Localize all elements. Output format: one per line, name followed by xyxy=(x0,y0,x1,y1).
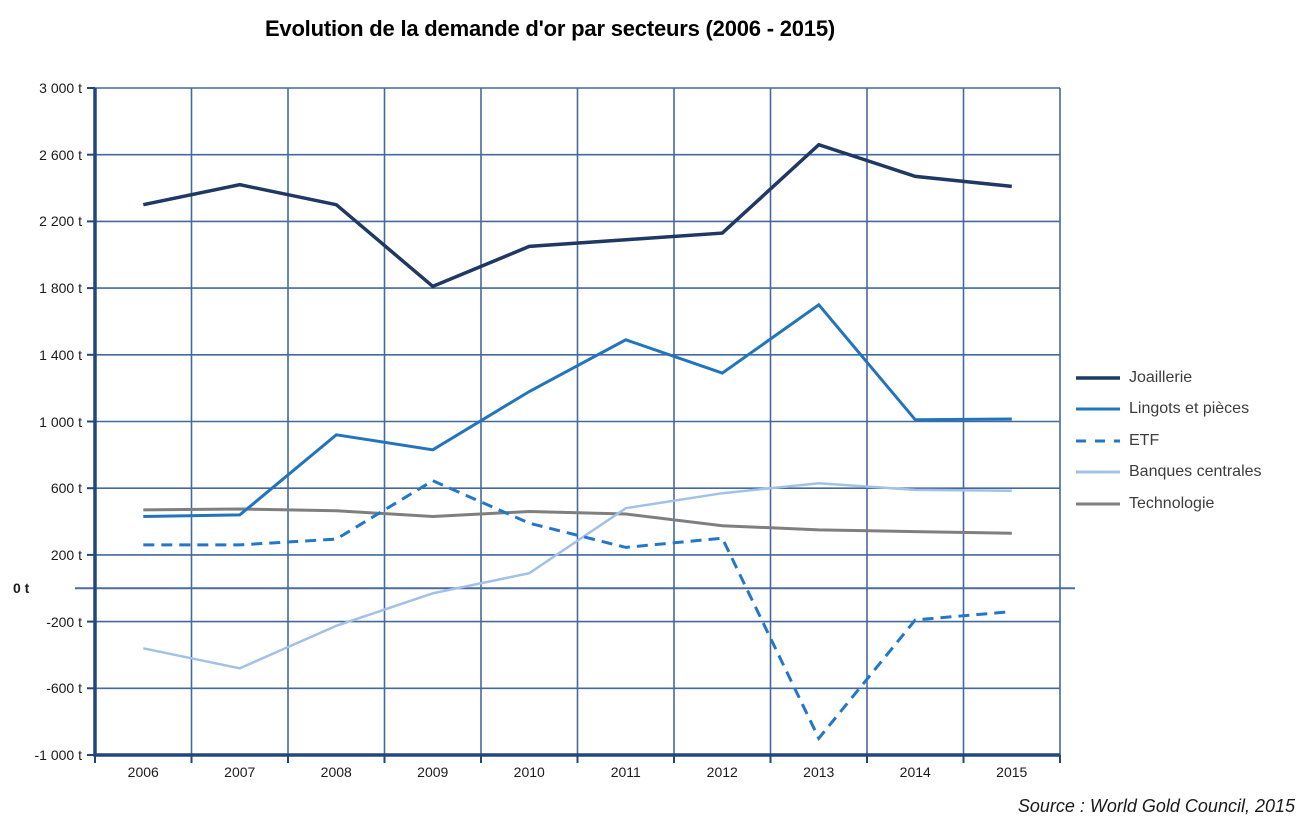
y-axis-label: 600 t xyxy=(50,480,82,497)
y-axis-label: -600 t xyxy=(46,680,82,697)
legend-swatch-joaillerie xyxy=(1076,376,1120,380)
source-note: Source : World Gold Council, 2015 xyxy=(1017,796,1295,816)
y-axis-label: 1 000 t xyxy=(39,413,82,430)
legend-item-lingots-et-pieces: Lingots et pièces xyxy=(1076,394,1262,426)
legend-swatch-lingots-et-pieces xyxy=(1076,407,1120,411)
x-axis-label: 2010 xyxy=(513,764,545,780)
x-axis-label: 2011 xyxy=(610,764,641,780)
x-axis-label: 2009 xyxy=(417,764,449,780)
legend-item-etf: ETF xyxy=(1076,425,1262,457)
y-axis-label: 3 000 t xyxy=(39,80,82,96)
x-axis-label: 2013 xyxy=(803,764,835,780)
legend-swatch-etf xyxy=(1076,439,1120,443)
legend-item-banques-centrales: Banques centrales xyxy=(1076,457,1262,489)
series-line-technologie xyxy=(143,507,1012,535)
legend-label-technologie: Technologie xyxy=(1129,494,1215,512)
y-axis-label: -1 000 t xyxy=(34,747,82,763)
legend-label-joaillerie: Joaillerie xyxy=(1129,368,1193,386)
chart-title: Evolution de la demande d'or par secteur… xyxy=(264,16,836,41)
legend-label-lingots-et-pieces: Lingots et pièces xyxy=(1129,400,1250,418)
series-line-joaillerie xyxy=(142,142,1012,289)
x-axis-label: 2008 xyxy=(320,764,352,780)
y-axis-zero-label: 0 t xyxy=(13,580,30,597)
y-axis-label: 200 t xyxy=(50,546,82,563)
legend: Joaillerie Lingots et pièces ETF Banques ce… xyxy=(1076,362,1262,520)
x-axis-label: 2015 xyxy=(996,764,1028,780)
legend-label-banques-centrales: Banques centrales xyxy=(1129,463,1262,481)
y-axis-label: -200 t xyxy=(46,613,82,630)
series-line-banques-centrales xyxy=(143,481,1012,670)
x-axis-label: 2007 xyxy=(224,764,256,780)
legend-item-joaillerie: Joaillerie xyxy=(1076,362,1262,394)
series-line-lingots-et-pieces xyxy=(143,302,1012,518)
legend-label-etf: ETF xyxy=(1129,431,1160,449)
x-axis-label: 2006 xyxy=(127,764,159,780)
series-line-etf xyxy=(143,479,1012,742)
legend-swatch-technologie xyxy=(1076,502,1120,506)
x-axis-label: 2014 xyxy=(899,764,931,780)
y-axis-label: 2 200 t xyxy=(39,213,82,230)
y-axis-label: 2 600 t xyxy=(39,146,82,163)
legend-item-technologie: Technologie xyxy=(1076,488,1262,520)
y-axis-label: 1 400 t xyxy=(39,346,82,363)
x-axis-label: 2012 xyxy=(706,764,738,780)
legend-swatch-banques-centrales xyxy=(1076,470,1120,474)
y-axis-label: 1 800 t xyxy=(39,280,82,297)
